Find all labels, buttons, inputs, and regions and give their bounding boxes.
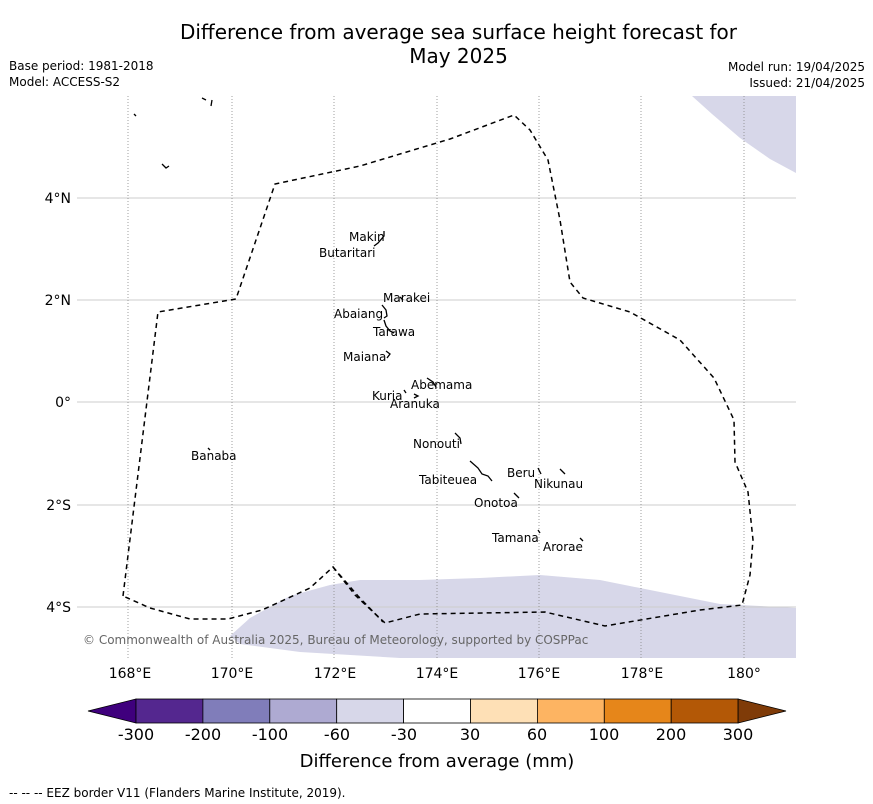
colorbar-segment [403,698,471,724]
island-label-marakei: Marakei [383,291,430,305]
x-tick-label: 178°E [621,666,664,680]
island-label-maiana: Maiana [343,350,386,364]
x-tick-label: 168°E [109,666,152,680]
island-label-makin: Makin [349,230,385,244]
model-text: Model: ACCESS-S2 [9,75,121,89]
anomaly-area-south [230,575,796,658]
colorbar-tick-label: -60 [324,725,350,744]
colorbar-tick-label: -200 [185,725,221,744]
x-tick-label: 170°E [211,666,254,680]
colorbar-tick-label: 300 [723,725,754,744]
colorbar-extend-high [737,698,787,724]
x-tick-label: 176°E [518,666,561,680]
meta-left: Base period: 1981-2018 Model: ACCESS-S2 [9,58,154,90]
colorbar-segment [336,698,405,724]
island-label-banaba: Banaba [191,449,237,463]
y-axis-labels: 4°N 2°N 0° 2°S 4°S [45,191,72,616]
x-tick-label: 172°E [314,666,357,680]
base-period-text: Base period: 1981-2018 [9,59,154,73]
colorbar-segments [87,698,787,724]
eez-borders [122,114,754,627]
island-shapes [133,97,584,542]
island-label-abaiang: Abaiang [334,307,383,321]
colorbar-segment [603,698,672,724]
island-label-nonouti: Nonouti [413,437,460,451]
colorbar-extend-low [87,698,137,724]
colorbar-segment [202,698,271,724]
sea-level-map: Makin Butaritari Marakei Abaiang Tarawa … [45,96,796,680]
y-tick-label: 2°N [45,293,71,309]
island-label-aranuka: Aranuka [390,397,440,411]
y-tick-label: 2°S [46,498,71,514]
meta-right: Model run: 19/04/2025 Issued: 21/04/2025 [728,59,865,91]
colorbar-segment [670,698,739,724]
colorbar-tick-label: 100 [589,725,620,744]
model-run-text: Model run: 19/04/2025 [727,60,865,74]
colorbar-segment [537,698,605,724]
map-title-line2: May 2025 [409,44,508,68]
colorbar-tick-label: 30 [460,725,480,744]
eez-legend-text: -- -- -- EEZ border V11 (Flanders Marine… [9,786,346,800]
longitude-gridlines [127,96,745,658]
y-tick-label: 4°N [45,191,71,207]
island-label-tabiteuea: Tabiteuea [418,473,477,487]
x-tick-label: 180° [727,666,761,680]
x-axis-labels: 168°E 170°E 172°E 174°E 176°E 178°E 180° [109,666,761,680]
copyright-text: © Commonwealth of Australia 2025, Bureau… [83,633,588,647]
colorbar-label: Difference from average (mm) [300,751,575,772]
eez-border-split [332,566,384,623]
island-label-tamana: Tamana [491,531,539,545]
colorbar-ticks: -300 -200 -100 -60 -30 30 60 100 200 300 [118,725,753,744]
map-title: Difference from average sea surface heig… [100,20,817,68]
island-label-abemama: Abemama [411,378,472,392]
y-tick-label: 4°S [46,600,71,616]
x-tick-label: 174°E [416,666,459,680]
colorbar-tick-label: -30 [391,725,417,744]
island-label-nikunau: Nikunau [534,477,583,491]
eez-border-gilbert [122,114,754,627]
island-label-arorae: Arorae [543,540,583,554]
island-label-kuria: Kuria [372,389,403,403]
issued-text: Issued: 21/04/2025 [749,76,865,90]
y-tick-label: 0° [55,395,71,411]
colorbar-tick-label: -100 [252,725,288,744]
island-label-tarawa: Tarawa [372,325,415,339]
colorbar-segment [135,698,204,724]
island-label-beru: Beru [507,466,535,480]
latitude-gridlines [77,197,796,608]
map-title-line1: Difference from average sea surface heig… [179,20,738,44]
colorbar-tick-label: 200 [656,725,687,744]
colorbar-segment [269,698,338,724]
island-label-onotoa: Onotoa [474,496,518,510]
island-label-butaritari: Butaritari [319,246,376,260]
colorbar-segment [470,698,538,724]
island-labels: Makin Butaritari Marakei Abaiang Tarawa … [191,230,583,554]
colorbar-tick-label: -300 [118,725,154,744]
colorbar-tick-label: 60 [527,725,547,744]
anomaly-area-northeast [692,96,796,173]
